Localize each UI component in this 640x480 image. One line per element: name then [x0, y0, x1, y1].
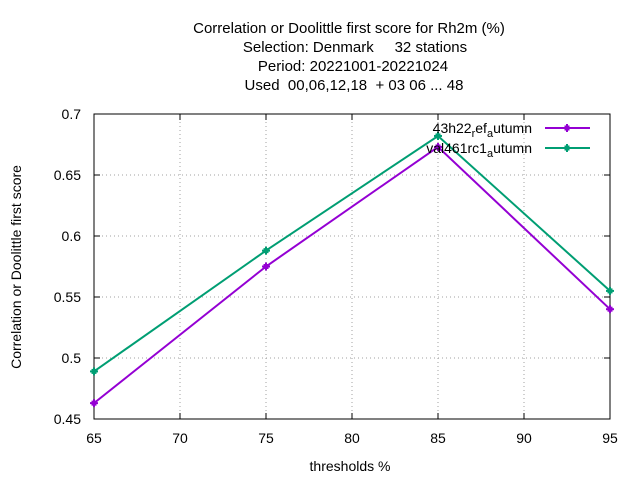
x-tick-label: 95 [602, 430, 618, 446]
axis-ticks: 65 70 75 80 85 90 95 0.45 0.5 0.55 0.6 0.65 0.7 [54, 106, 618, 446]
data-point [434, 131, 442, 140]
y-tick-label: 0.7 [62, 106, 82, 122]
data-point [434, 142, 442, 151]
y-tick-label: 0.5 [62, 350, 82, 366]
y-tick-label: 0.45 [54, 411, 81, 427]
marker-core [607, 288, 613, 294]
data-point [606, 305, 614, 314]
marker-core [564, 145, 570, 151]
grid [94, 114, 610, 419]
legend-entry-2: val461rc1autumn [426, 140, 590, 160]
series-1 [90, 142, 614, 408]
x-tick-label: 80 [344, 430, 360, 446]
marker-core [263, 248, 269, 254]
series-line [93, 134, 611, 373]
data-point [90, 367, 98, 376]
legend-label: val461rc1autumn [426, 140, 532, 160]
y-tick-label: 0.55 [54, 289, 81, 305]
x-tick-label: 85 [430, 430, 446, 446]
x-tick-label: 70 [172, 430, 188, 446]
series-2 [90, 131, 614, 376]
data-point [606, 286, 614, 295]
marker-core [263, 264, 269, 269]
y-axis-label: Correlation or Doolittle first score [8, 165, 24, 369]
x-axis-label: thresholds % [310, 458, 391, 474]
title-line-3: Period: 20221001-20221024 [258, 58, 448, 75]
legend-marker [563, 144, 571, 152]
x-tick-label: 65 [86, 430, 102, 446]
marker-core [564, 125, 570, 131]
marker-core [91, 368, 97, 374]
marker-core [607, 306, 613, 312]
series-line [93, 145, 611, 404]
data-point [262, 262, 270, 271]
legend-entry-1: 43h22refautumn [433, 120, 590, 140]
chart-title: Correlation or Doolittle first score for… [193, 20, 505, 94]
legend-marker [563, 124, 571, 132]
x-tick-label: 90 [516, 430, 532, 446]
data-point [90, 399, 98, 408]
title-line-2: Selection: Denmark 32 stations [243, 39, 467, 56]
marker-core [435, 144, 441, 150]
y-tick-label: 0.6 [62, 228, 82, 244]
x-tick-label: 75 [258, 430, 274, 446]
data-point [262, 246, 270, 255]
y-tick-label: 0.65 [54, 167, 81, 183]
marker-core [435, 133, 441, 139]
marker-core [91, 400, 97, 406]
title-line-1: Correlation or Doolittle first score for… [193, 20, 505, 37]
legend-label: 43h22refautumn [433, 120, 532, 140]
series-layer [90, 131, 614, 408]
title-line-4: Used 00,06,12,18 + 03 06 ... 48 [245, 77, 464, 94]
